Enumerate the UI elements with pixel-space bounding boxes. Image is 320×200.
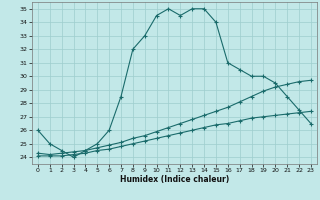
X-axis label: Humidex (Indice chaleur): Humidex (Indice chaleur)	[120, 175, 229, 184]
